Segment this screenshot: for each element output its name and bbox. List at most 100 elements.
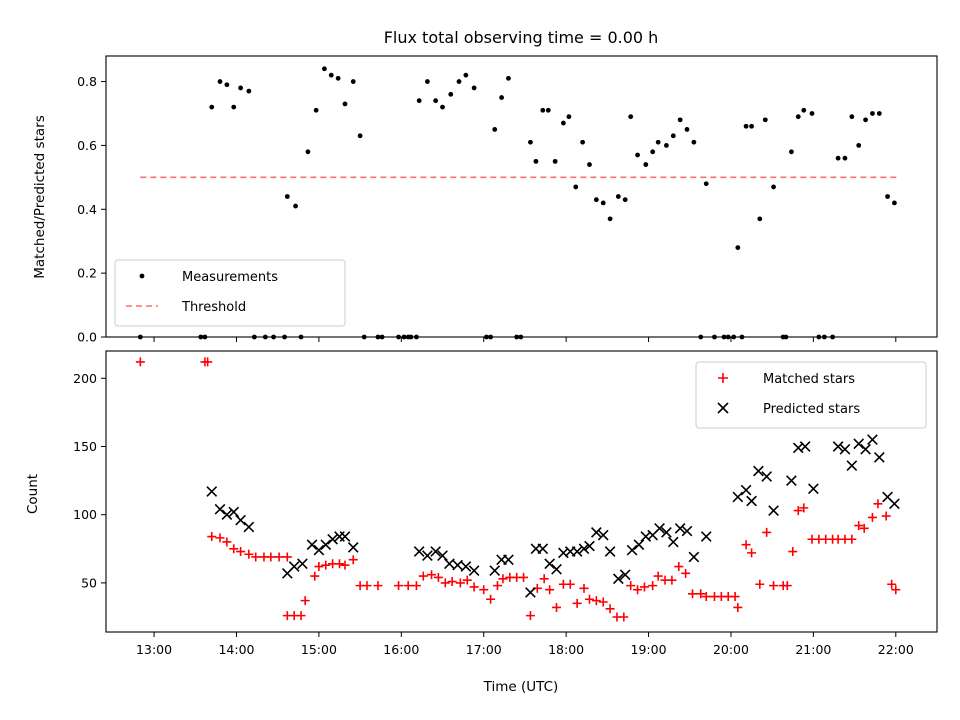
data-point xyxy=(339,531,351,542)
data-point xyxy=(783,334,789,340)
data-point xyxy=(327,533,339,545)
data-point xyxy=(350,79,356,84)
data-point xyxy=(839,443,851,455)
y-tick-label: 0.6 xyxy=(77,138,97,153)
data-point xyxy=(801,107,807,113)
data-point xyxy=(664,143,669,148)
data-point xyxy=(440,578,450,588)
data-point xyxy=(761,471,773,482)
x-tick-label: 14:00 xyxy=(218,642,254,657)
data-point xyxy=(314,562,324,572)
data-point xyxy=(830,334,836,340)
data-point xyxy=(288,561,300,572)
data-point xyxy=(703,181,709,187)
data-point xyxy=(674,562,684,572)
data-point xyxy=(411,581,421,591)
data-point xyxy=(300,596,310,606)
data-point xyxy=(565,579,575,589)
data-point xyxy=(408,334,414,340)
legend-label: Measurements xyxy=(182,270,278,285)
data-point xyxy=(853,438,865,450)
data-point xyxy=(607,216,613,222)
data-point xyxy=(891,585,901,595)
x-tick-label: 21:00 xyxy=(795,642,831,657)
data-point xyxy=(552,602,562,612)
data-point xyxy=(306,539,318,551)
data-point xyxy=(633,585,643,595)
data-point xyxy=(762,117,768,123)
data-point xyxy=(681,525,693,537)
data-point xyxy=(297,558,308,570)
data-point xyxy=(525,587,536,598)
data-point xyxy=(889,498,900,510)
data-point xyxy=(519,572,529,582)
data-point xyxy=(684,127,690,132)
data-point xyxy=(832,441,844,452)
data-point xyxy=(251,334,257,340)
data-point xyxy=(782,581,792,591)
data-point xyxy=(202,334,208,340)
data-point xyxy=(313,107,319,113)
data-point xyxy=(373,581,383,591)
data-point xyxy=(433,98,439,104)
data-point xyxy=(867,512,877,522)
data-point xyxy=(342,101,348,107)
data-point xyxy=(788,547,798,557)
data-point xyxy=(271,334,276,340)
data-point xyxy=(244,549,254,559)
data-point xyxy=(486,594,496,604)
data-point xyxy=(885,194,890,199)
data-point xyxy=(626,581,636,591)
data-point xyxy=(628,114,634,120)
data-point xyxy=(207,532,217,542)
data-point xyxy=(757,216,763,222)
y-tick-label: 0.8 xyxy=(77,74,97,89)
data-point xyxy=(293,203,298,209)
data-point xyxy=(653,571,663,581)
data-point xyxy=(612,573,624,585)
data-point xyxy=(622,197,628,203)
data-point xyxy=(503,554,514,566)
data-point xyxy=(379,334,385,340)
data-point xyxy=(572,598,582,608)
data-point xyxy=(667,575,677,585)
x-tick-label: 20:00 xyxy=(713,642,749,657)
data-point xyxy=(808,483,819,495)
data-point xyxy=(681,568,691,578)
data-point xyxy=(266,552,276,562)
data-point xyxy=(321,560,331,570)
data-point xyxy=(296,611,306,621)
data-point xyxy=(584,540,595,552)
data-point xyxy=(789,149,794,155)
y-tick-label: 100 xyxy=(73,507,97,522)
data-point xyxy=(551,563,562,575)
data-point xyxy=(580,139,586,145)
data-point xyxy=(854,521,864,531)
data-point xyxy=(455,578,465,588)
data-point xyxy=(533,158,539,164)
data-point xyxy=(416,98,422,104)
data-point xyxy=(698,334,704,340)
data-point xyxy=(712,334,717,340)
legend-label: Predicted stars xyxy=(763,402,860,417)
plot-frame xyxy=(105,350,938,633)
data-point xyxy=(528,139,533,145)
data-point xyxy=(835,155,841,161)
data-point xyxy=(488,334,493,340)
bottom-y-axis-label: Count xyxy=(25,474,41,514)
data-point xyxy=(552,158,558,164)
data-point xyxy=(224,82,230,88)
bottom-x-axis-label: Time (UTC) xyxy=(483,679,559,695)
data-point xyxy=(222,537,232,547)
data-point xyxy=(856,143,862,148)
data-point xyxy=(730,592,740,602)
data-point xyxy=(626,544,638,556)
data-point xyxy=(347,542,359,553)
data-point xyxy=(506,75,511,81)
data-point xyxy=(746,495,757,507)
data-point xyxy=(873,499,883,509)
data-point xyxy=(229,544,239,554)
data-point xyxy=(284,194,290,199)
data-point xyxy=(228,506,240,518)
data-point xyxy=(700,531,712,542)
